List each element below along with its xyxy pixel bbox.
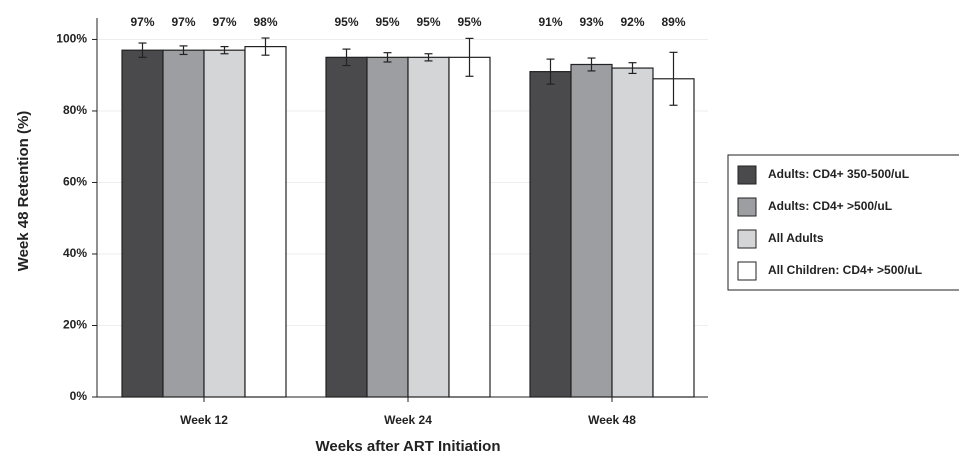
error-bar — [383, 52, 392, 63]
value-label: 93% — [579, 15, 603, 29]
bar — [366, 56, 409, 398]
bar — [611, 67, 654, 398]
value-label: 95% — [334, 15, 358, 29]
value-label: 95% — [375, 15, 399, 29]
bar — [529, 71, 572, 398]
value-label: 98% — [253, 15, 277, 29]
error-bar — [220, 46, 229, 55]
bar — [244, 46, 287, 398]
bar — [448, 56, 491, 398]
value-label: 97% — [130, 15, 154, 29]
error-bar — [465, 37, 474, 77]
error-bar — [342, 48, 351, 67]
value-label: 89% — [661, 15, 685, 29]
bar — [325, 56, 368, 398]
error-bar — [587, 57, 596, 72]
legend-label: All Children: CD4+ >500/uL — [768, 263, 922, 277]
bar — [652, 78, 695, 398]
error-bar — [424, 53, 433, 62]
error-bar — [261, 37, 270, 56]
bar — [570, 63, 613, 398]
error-bar — [179, 45, 188, 56]
value-label: 91% — [538, 15, 562, 29]
legend-label: Adults: CD4+ >500/uL — [768, 199, 892, 213]
x-tick-label: Week 24 — [384, 413, 432, 427]
error-bar — [546, 58, 555, 85]
y-tick-label: 80% — [63, 103, 87, 117]
value-label: 92% — [620, 15, 644, 29]
error-bar — [669, 51, 678, 106]
y-tick-label: 0% — [70, 389, 88, 403]
value-label: 95% — [457, 15, 481, 29]
value-label: 97% — [171, 15, 195, 29]
legend-box — [727, 154, 959, 291]
x-axis-title: Weeks after ART Initiation — [315, 438, 500, 455]
error-bar — [138, 42, 147, 58]
x-tick-label: Week 48 — [588, 413, 636, 427]
bar — [162, 49, 205, 398]
bar — [407, 56, 450, 398]
y-tick-label: 40% — [63, 246, 87, 260]
value-label: 95% — [416, 15, 440, 29]
value-label: 97% — [212, 15, 236, 29]
legend-swatch — [737, 165, 757, 185]
legend-label: All Adults — [768, 231, 824, 245]
bar — [203, 49, 246, 398]
bar — [121, 49, 164, 398]
y-tick-label: 100% — [56, 32, 87, 46]
y-tick-label: 60% — [63, 175, 87, 189]
y-tick-label: 20% — [63, 318, 87, 332]
error-bar — [628, 62, 637, 75]
y-axis-title: Week 48 Retention (%) — [15, 111, 32, 272]
legend-swatch — [737, 261, 757, 281]
legend-swatch — [737, 229, 757, 249]
legend-swatch — [737, 197, 757, 217]
legend-label: Adults: CD4+ 350-500/uL — [768, 167, 909, 181]
x-tick-label: Week 12 — [180, 413, 228, 427]
